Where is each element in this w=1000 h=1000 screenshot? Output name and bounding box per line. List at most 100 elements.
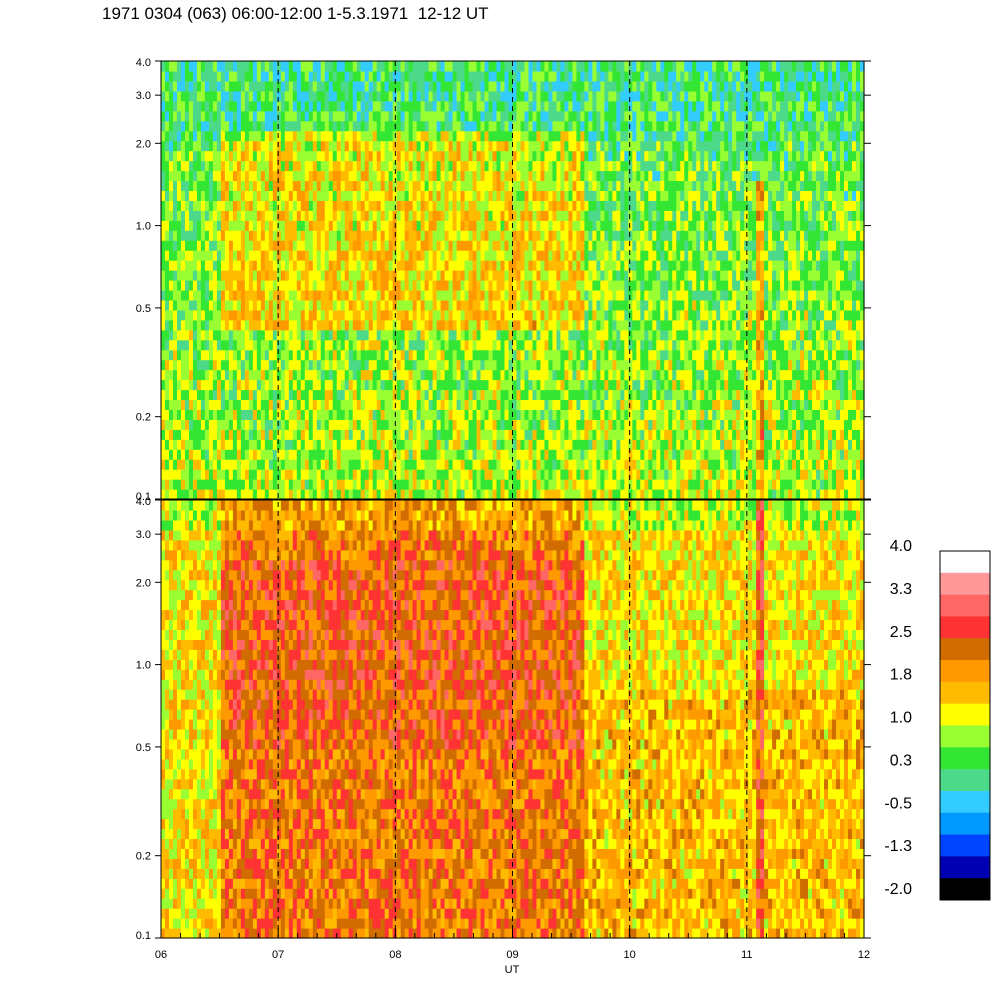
spectrogram-cell (217, 340, 222, 351)
spectrogram-cell (461, 370, 466, 381)
spectrogram-cell (261, 439, 266, 450)
spectrogram-cell (285, 290, 290, 301)
spectrogram-cell (353, 429, 358, 440)
spectrogram-cell (401, 240, 406, 251)
spectrogram-cell (177, 419, 182, 430)
spectrogram-cell (524, 260, 529, 271)
spectrogram-cell (401, 230, 406, 241)
spectrogram-cell (540, 220, 545, 231)
spectrogram-cell (409, 340, 414, 351)
spectrogram-cell (576, 121, 581, 132)
spectrogram-cell (237, 280, 242, 291)
spectrogram-cell (181, 310, 186, 321)
spectrogram-cell (409, 61, 414, 72)
spectrogram-cell (453, 390, 458, 401)
spectrogram-cell (265, 101, 270, 112)
spectrogram-cell (489, 360, 494, 371)
spectrogram-cell (584, 390, 589, 401)
spectrogram-cell (421, 91, 426, 102)
spectrogram-cell (449, 91, 454, 102)
spectrogram-cell (485, 190, 490, 201)
spectrogram-cell (245, 91, 250, 102)
spectrogram-cell (485, 210, 490, 221)
spectrogram-cell (421, 230, 426, 241)
spectrogram-cell (604, 310, 609, 321)
spectrogram-cell (377, 230, 382, 241)
spectrogram-cell (373, 260, 378, 271)
spectrogram-cell (325, 330, 330, 341)
spectrogram-cell (469, 409, 474, 420)
spectrogram-cell (608, 320, 613, 331)
spectrogram-cell (449, 429, 454, 440)
spectrogram-cell (385, 260, 390, 271)
spectrogram-cell (441, 220, 446, 231)
spectrogram-cell (560, 459, 565, 470)
spectrogram-cell (413, 300, 418, 311)
spectrogram-cell (516, 449, 521, 460)
spectrogram-cell (401, 260, 406, 271)
spectrogram-cell (169, 290, 174, 301)
spectrogram-cell (445, 360, 450, 371)
spectrogram-cell (373, 439, 378, 450)
spectrogram-cell (401, 390, 406, 401)
spectrogram-cell (233, 469, 238, 480)
spectrogram-cell (197, 360, 202, 371)
spectrogram-cell (289, 180, 294, 191)
spectrogram-cell (333, 161, 338, 172)
spectrogram-cell (241, 260, 246, 271)
spectrogram-cell (253, 111, 258, 122)
spectrogram-cell (489, 131, 494, 142)
spectrogram-cell (169, 161, 174, 172)
spectrogram-cell (333, 399, 338, 410)
spectrogram-cell (524, 141, 529, 152)
spectrogram-cell (612, 290, 617, 301)
spectrogram-cell (544, 71, 549, 82)
spectrogram-cell (516, 81, 521, 92)
spectrogram-cell (481, 61, 486, 72)
spectrogram-cell (333, 230, 338, 241)
spectrogram-cell (473, 180, 478, 191)
spectrogram-cell (417, 180, 422, 191)
spectrogram-cell (413, 230, 418, 241)
spectrogram-cell (564, 270, 569, 281)
spectrogram-cell (513, 300, 518, 311)
spectrogram-cell (520, 131, 525, 142)
spectrogram-cell (249, 210, 254, 221)
spectrogram-cell (449, 230, 454, 241)
spectrogram-cell (405, 250, 410, 261)
spectrogram-cell (229, 409, 234, 420)
spectrogram-cell (349, 380, 354, 391)
spectrogram-cell (205, 151, 210, 162)
spectrogram-cell (233, 141, 238, 152)
spectrogram-cell (249, 180, 254, 191)
spectrogram-cell (281, 380, 286, 391)
spectrogram-cell (285, 459, 290, 470)
spectrogram-cell (193, 81, 198, 92)
spectrogram-cell (401, 101, 406, 112)
spectrogram-cell (333, 190, 338, 201)
spectrogram-cell (477, 479, 482, 490)
spectrogram-cell (405, 350, 410, 361)
spectrogram-cell (453, 220, 458, 231)
spectrogram-cell (265, 290, 270, 301)
spectrogram-cell (568, 300, 573, 311)
spectrogram-cell (608, 290, 613, 301)
spectrogram-cell (165, 250, 170, 261)
spectrogram-cell (345, 439, 350, 450)
spectrogram-cell (345, 399, 350, 410)
spectrogram-cell (513, 280, 518, 291)
spectrogram-cell (173, 370, 178, 381)
spectrogram-cell (221, 171, 226, 182)
spectrogram-cell (401, 280, 406, 291)
spectrogram-cell (297, 270, 302, 281)
spectrogram-cell (265, 300, 270, 311)
spectrogram-cell (580, 419, 585, 430)
spectrogram-cell (229, 200, 234, 211)
spectrogram-cell (389, 469, 394, 480)
spectrogram-cell (477, 409, 482, 420)
spectrogram-cell (305, 81, 310, 92)
spectrogram-cell (217, 220, 222, 231)
spectrogram-cell (365, 240, 370, 251)
spectrogram-cell (612, 350, 617, 361)
spectrogram-cell (528, 399, 533, 410)
